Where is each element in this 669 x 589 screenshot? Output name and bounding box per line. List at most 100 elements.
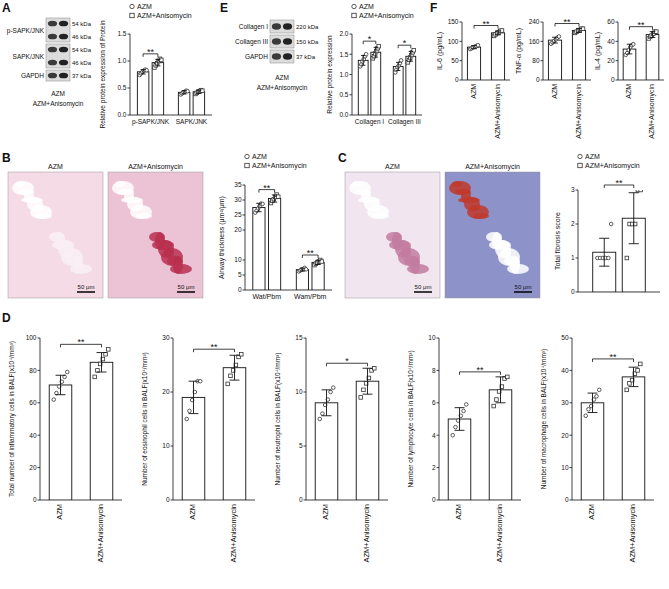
chart: 0.00.51.01.52.0Relative protein expressi… [326,3,422,126]
chart: 050100150IL-6 (pg/mL)AZMAZM+Anisomycin** [436,18,510,138]
lane-label: AZM+Anisomycin [33,100,84,108]
y-tick-label: 40 [29,432,37,439]
scale-bar-label: 50 μm [78,284,95,290]
legend-marker [578,163,582,167]
chart: 0102030Number of eosinophil cells in BAL… [141,334,255,562]
significance-label: ** [482,19,490,29]
histology-image [445,172,540,298]
image-label: AZM [48,163,63,170]
y-tick [616,80,619,81]
y-tick [541,60,544,61]
y-axis [306,338,307,500]
y-tick [576,190,579,191]
x-tick-label: AZM [454,504,463,520]
y-tick-label: 25 [234,211,242,218]
error-bar [650,32,656,38]
blot-band [283,23,292,30]
data-point [276,195,280,199]
blot-label: GAPDH [245,53,268,60]
y-tick [437,500,440,501]
y-tick-label: 2 [571,220,575,227]
y-tick-label: 0.0 [117,111,126,118]
data-point [145,68,149,72]
y-tick [128,61,131,62]
error-bar [627,44,633,54]
y-tick [570,370,573,371]
data-point [106,348,110,352]
scale-bar [414,291,432,293]
x-tick-label: AZM+Anisomycin [648,84,656,139]
tissue-texture [136,213,152,219]
y-tick-label: 40 [607,38,615,45]
blot-band [59,21,68,27]
data-point [584,414,588,418]
blot-strip [270,50,294,63]
y-tick [437,467,440,468]
y-tick [38,467,41,468]
significance-label: * [345,356,349,366]
y-tick [243,275,246,276]
tissue-texture [170,264,192,274]
y-tick-label: 60 [607,18,615,25]
bar [178,92,190,115]
tissue-texture [36,213,52,219]
error-bar [495,31,501,35]
y-tick-label: 5 [299,442,303,449]
y-tick [541,80,544,81]
y-tick-label: 40 [561,367,569,374]
y-tick-label: 160 [529,38,540,45]
y-tick [171,392,174,393]
x-tick-label: AZM+Anisomycin [575,84,583,139]
y-axis [130,34,131,115]
blot-band [59,34,68,40]
plot-area [315,366,379,500]
bar [152,63,164,115]
y-tick-label: 100 [26,334,37,341]
y-axis-label: IL-4 (pg/mL) [594,32,602,70]
data-point [595,395,599,399]
blot-label: Collagen III [235,38,268,46]
blot-band [283,53,292,60]
bar [137,72,149,115]
y-tick [171,500,174,501]
error-bar [315,260,320,264]
bar [467,47,480,80]
y-tick [304,338,307,339]
y-tick-label: 2.0 [339,30,348,37]
y-tick-label: 5 [238,271,242,278]
data-point [505,375,509,379]
plot-area [623,30,659,80]
y-tick-label: 0.5 [117,84,126,91]
error-bar [576,29,582,33]
y-tick-label: 30 [561,399,569,406]
bar [448,419,471,500]
y-tick-label: 60 [29,399,37,406]
blot-label: Collagen I [239,23,268,31]
y-tick-label: 3 [571,186,575,193]
error-bar [272,195,277,202]
tissue-texture [70,264,92,274]
y-tick [570,338,573,339]
bar [406,56,416,115]
plot-area [182,352,246,500]
y-tick [576,224,579,225]
y-tick [243,230,246,231]
y-tick [38,370,41,371]
lane-label: AZM [275,74,289,81]
blot-band [272,38,281,45]
data-point [188,409,192,413]
y-tick [350,34,353,35]
y-tick [128,88,131,89]
data-point [636,369,640,373]
data-point [52,398,56,402]
y-tick-label: 0 [536,76,540,83]
plot-area [49,348,113,500]
significance-label: ** [263,183,271,193]
error-bar [141,70,146,74]
plot-area [581,362,645,500]
y-tick [576,258,579,259]
scale-bar-label: 50 μm [178,284,195,290]
y-tick-label: 10 [295,388,303,395]
x-tick-label: SAPK/JNK [176,118,208,125]
x-tick-label: AZM+Anisomycin [362,504,371,563]
